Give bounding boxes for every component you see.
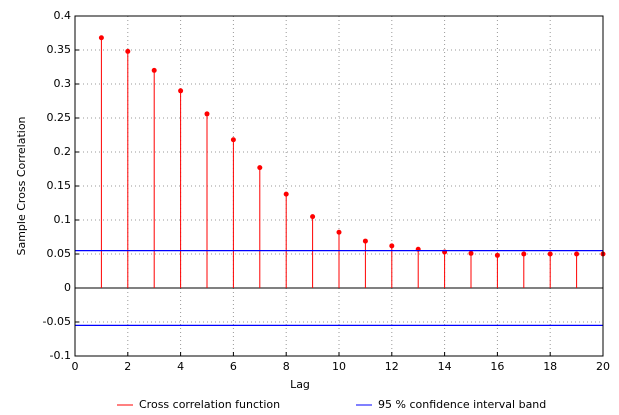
stem-marker xyxy=(468,250,474,256)
stem-marker xyxy=(178,88,184,94)
stem-marker xyxy=(257,165,263,171)
stem-marker xyxy=(521,251,527,257)
stem-marker xyxy=(151,67,157,73)
stem-marker xyxy=(336,229,342,235)
stem-marker xyxy=(125,48,131,54)
y-tick-label: 0.35 xyxy=(47,43,72,56)
stem-marker xyxy=(389,243,395,249)
x-tick-label: 6 xyxy=(230,360,237,373)
y-tick-label: 0.25 xyxy=(47,111,72,124)
legend-label: 95 % confidence interval band xyxy=(378,398,546,411)
y-tick-label: 0.2 xyxy=(54,145,72,158)
x-tick-label: 4 xyxy=(177,360,184,373)
x-tick-label: 10 xyxy=(332,360,346,373)
x-tick-label: 12 xyxy=(385,360,399,373)
plot-frame xyxy=(74,15,604,357)
y-tick-label: 0 xyxy=(64,281,71,294)
x-tick-label: 14 xyxy=(438,360,452,373)
x-tick-label: 8 xyxy=(283,360,290,373)
stem-marker xyxy=(547,251,553,257)
stem-marker xyxy=(362,238,368,244)
x-tick-label: 18 xyxy=(543,360,557,373)
y-tick-label: 0.3 xyxy=(54,77,72,90)
y-axis-label: Sample Cross Correlation xyxy=(15,116,28,255)
x-tick-label: 20 xyxy=(596,360,610,373)
stem-marker xyxy=(98,35,104,41)
stem-marker xyxy=(283,191,289,197)
stem-marker xyxy=(574,251,580,257)
stem-marker xyxy=(310,214,316,220)
y-tick-label: 0.1 xyxy=(54,213,72,226)
x-tick-label: 0 xyxy=(72,360,79,373)
y-tick-label: 0.4 xyxy=(54,9,72,22)
x-tick-label: 16 xyxy=(490,360,504,373)
legend-label: Cross correlation function xyxy=(139,398,280,411)
x-tick-label: 2 xyxy=(124,360,131,373)
y-tick-label: -0.05 xyxy=(43,315,71,328)
y-tick-label: 0.05 xyxy=(47,247,72,260)
stem-marker xyxy=(230,137,236,143)
stem-marker xyxy=(494,252,500,258)
y-tick-label: 0.15 xyxy=(47,179,72,192)
x-axis-label: Lag xyxy=(290,378,310,391)
stem-marker xyxy=(204,111,210,117)
y-tick-label: -0.1 xyxy=(50,349,71,362)
